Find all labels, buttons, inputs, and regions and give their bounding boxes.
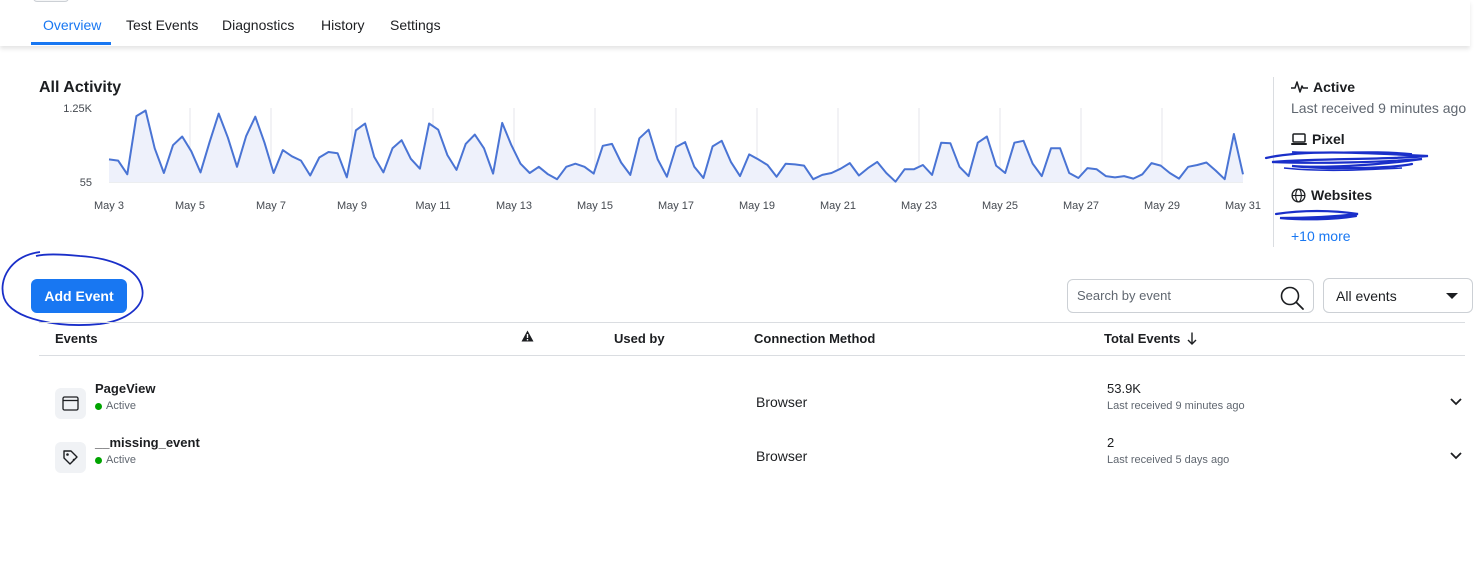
x-tick-label: May 27 — [1063, 200, 1099, 212]
browser-window-icon — [55, 388, 86, 419]
tab-overview[interactable]: Overview — [43, 17, 102, 33]
search-input[interactable] — [1077, 288, 1272, 303]
activity-chart: May 3 May 5 May 7 May 9 May 11 May 13 May 15 Ma… — [63, 103, 1261, 212]
sort-descending-icon[interactable] — [1187, 332, 1197, 345]
pixel-label: Pixel — [1312, 131, 1345, 147]
x-tick-label: May 19 — [739, 200, 775, 212]
tab-diagnostics[interactable]: Diagnostics — [222, 17, 295, 33]
x-tick-label: May 21 — [820, 200, 856, 212]
x-tick-label: May 29 — [1144, 200, 1180, 212]
event-status: Active — [95, 454, 136, 466]
tag-icon — [55, 442, 86, 473]
series-area — [109, 110, 1243, 182]
event-status-label: Active — [106, 454, 136, 466]
x-tick-label: May 13 — [496, 200, 532, 212]
tab-history[interactable]: History — [321, 17, 365, 33]
search-box[interactable] — [1067, 279, 1314, 313]
active-status: Active — [1291, 79, 1355, 95]
connection-method: Browser — [756, 448, 808, 464]
active-status-label: Active — [1313, 79, 1356, 95]
x-tick-label: May 25 — [982, 200, 1018, 212]
event-status: Active — [95, 400, 136, 412]
x-tick-label: May 3 — [94, 200, 124, 212]
event-name[interactable]: __missing_event — [95, 435, 200, 450]
websites-row: Websites — [1291, 187, 1372, 203]
y-tick-label: 55 — [80, 177, 92, 189]
x-tick-label: May 9 — [337, 200, 367, 212]
tab-test-events[interactable]: Test Events — [126, 17, 199, 33]
y-tick-label: 1.25K — [63, 103, 92, 115]
table-row[interactable]: __missing_event Active Browser 2 Last re… — [39, 435, 1465, 496]
last-received-value: Last received 5 days ago — [1107, 454, 1230, 466]
x-tick-label: May 7 — [256, 200, 286, 212]
event-filter-value: All events — [1336, 288, 1397, 304]
x-tick-label: May 17 — [658, 200, 694, 212]
table-top-divider — [39, 322, 1465, 323]
series-line — [108, 109, 1244, 183]
x-tick-label: May 15 — [577, 200, 613, 212]
status-dot — [95, 402, 102, 410]
add-event-button[interactable]: Add Event — [31, 279, 127, 313]
total-events-label: Total Events — [1104, 331, 1181, 346]
more-websites-link[interactable]: +10 more — [1291, 228, 1351, 244]
websites-label: Websites — [1311, 187, 1373, 203]
top-nav: Overview Test Events Diagnostics History… — [0, 0, 1470, 46]
x-tick-label: May 5 — [175, 200, 205, 212]
x-tick-label: May 11 — [415, 200, 450, 212]
globe-icon — [1291, 187, 1306, 203]
x-tick-label: May 23 — [901, 200, 937, 212]
column-header-used-by[interactable]: Used by — [614, 331, 665, 346]
last-received-value: Last received 9 minutes ago — [1107, 400, 1245, 412]
status-dot — [95, 456, 102, 464]
event-name[interactable]: PageView — [95, 381, 156, 396]
column-header-total-events[interactable]: Total Events — [1104, 331, 1197, 346]
chart-title: All Activity — [39, 79, 122, 96]
warning-icon[interactable] — [521, 330, 534, 342]
pixel-row: Pixel — [1291, 131, 1345, 147]
laptop-icon — [1291, 132, 1307, 145]
chevron-down-icon[interactable] — [1449, 451, 1463, 461]
total-events-value: 2 — [1107, 435, 1115, 450]
search-icon[interactable] — [1279, 285, 1305, 311]
event-filter-dropdown[interactable]: All events — [1323, 278, 1473, 313]
table-row[interactable]: PageView Active Browser 53.9K Last recei… — [39, 381, 1465, 442]
event-status-label: Active — [106, 400, 136, 412]
chevron-down-icon[interactable] — [1449, 397, 1463, 407]
last-received-text: Last received 9 minutes ago — [1291, 100, 1467, 116]
caret-down-icon — [1446, 293, 1458, 299]
column-header-connection-method[interactable]: Connection Method — [754, 331, 876, 346]
activity-pulse-icon — [1291, 81, 1308, 93]
connection-method: Browser — [756, 394, 808, 410]
tab-settings[interactable]: Settings — [390, 17, 441, 33]
status-panel: Active Last received 9 minutes ago Pixel… — [1273, 77, 1478, 247]
table-header-divider — [39, 355, 1465, 356]
x-tick-label: May 31 — [1225, 200, 1261, 212]
active-tab-indicator — [31, 42, 111, 45]
column-header-events[interactable]: Events — [55, 331, 98, 346]
total-events-value: 53.9K — [1107, 381, 1141, 396]
